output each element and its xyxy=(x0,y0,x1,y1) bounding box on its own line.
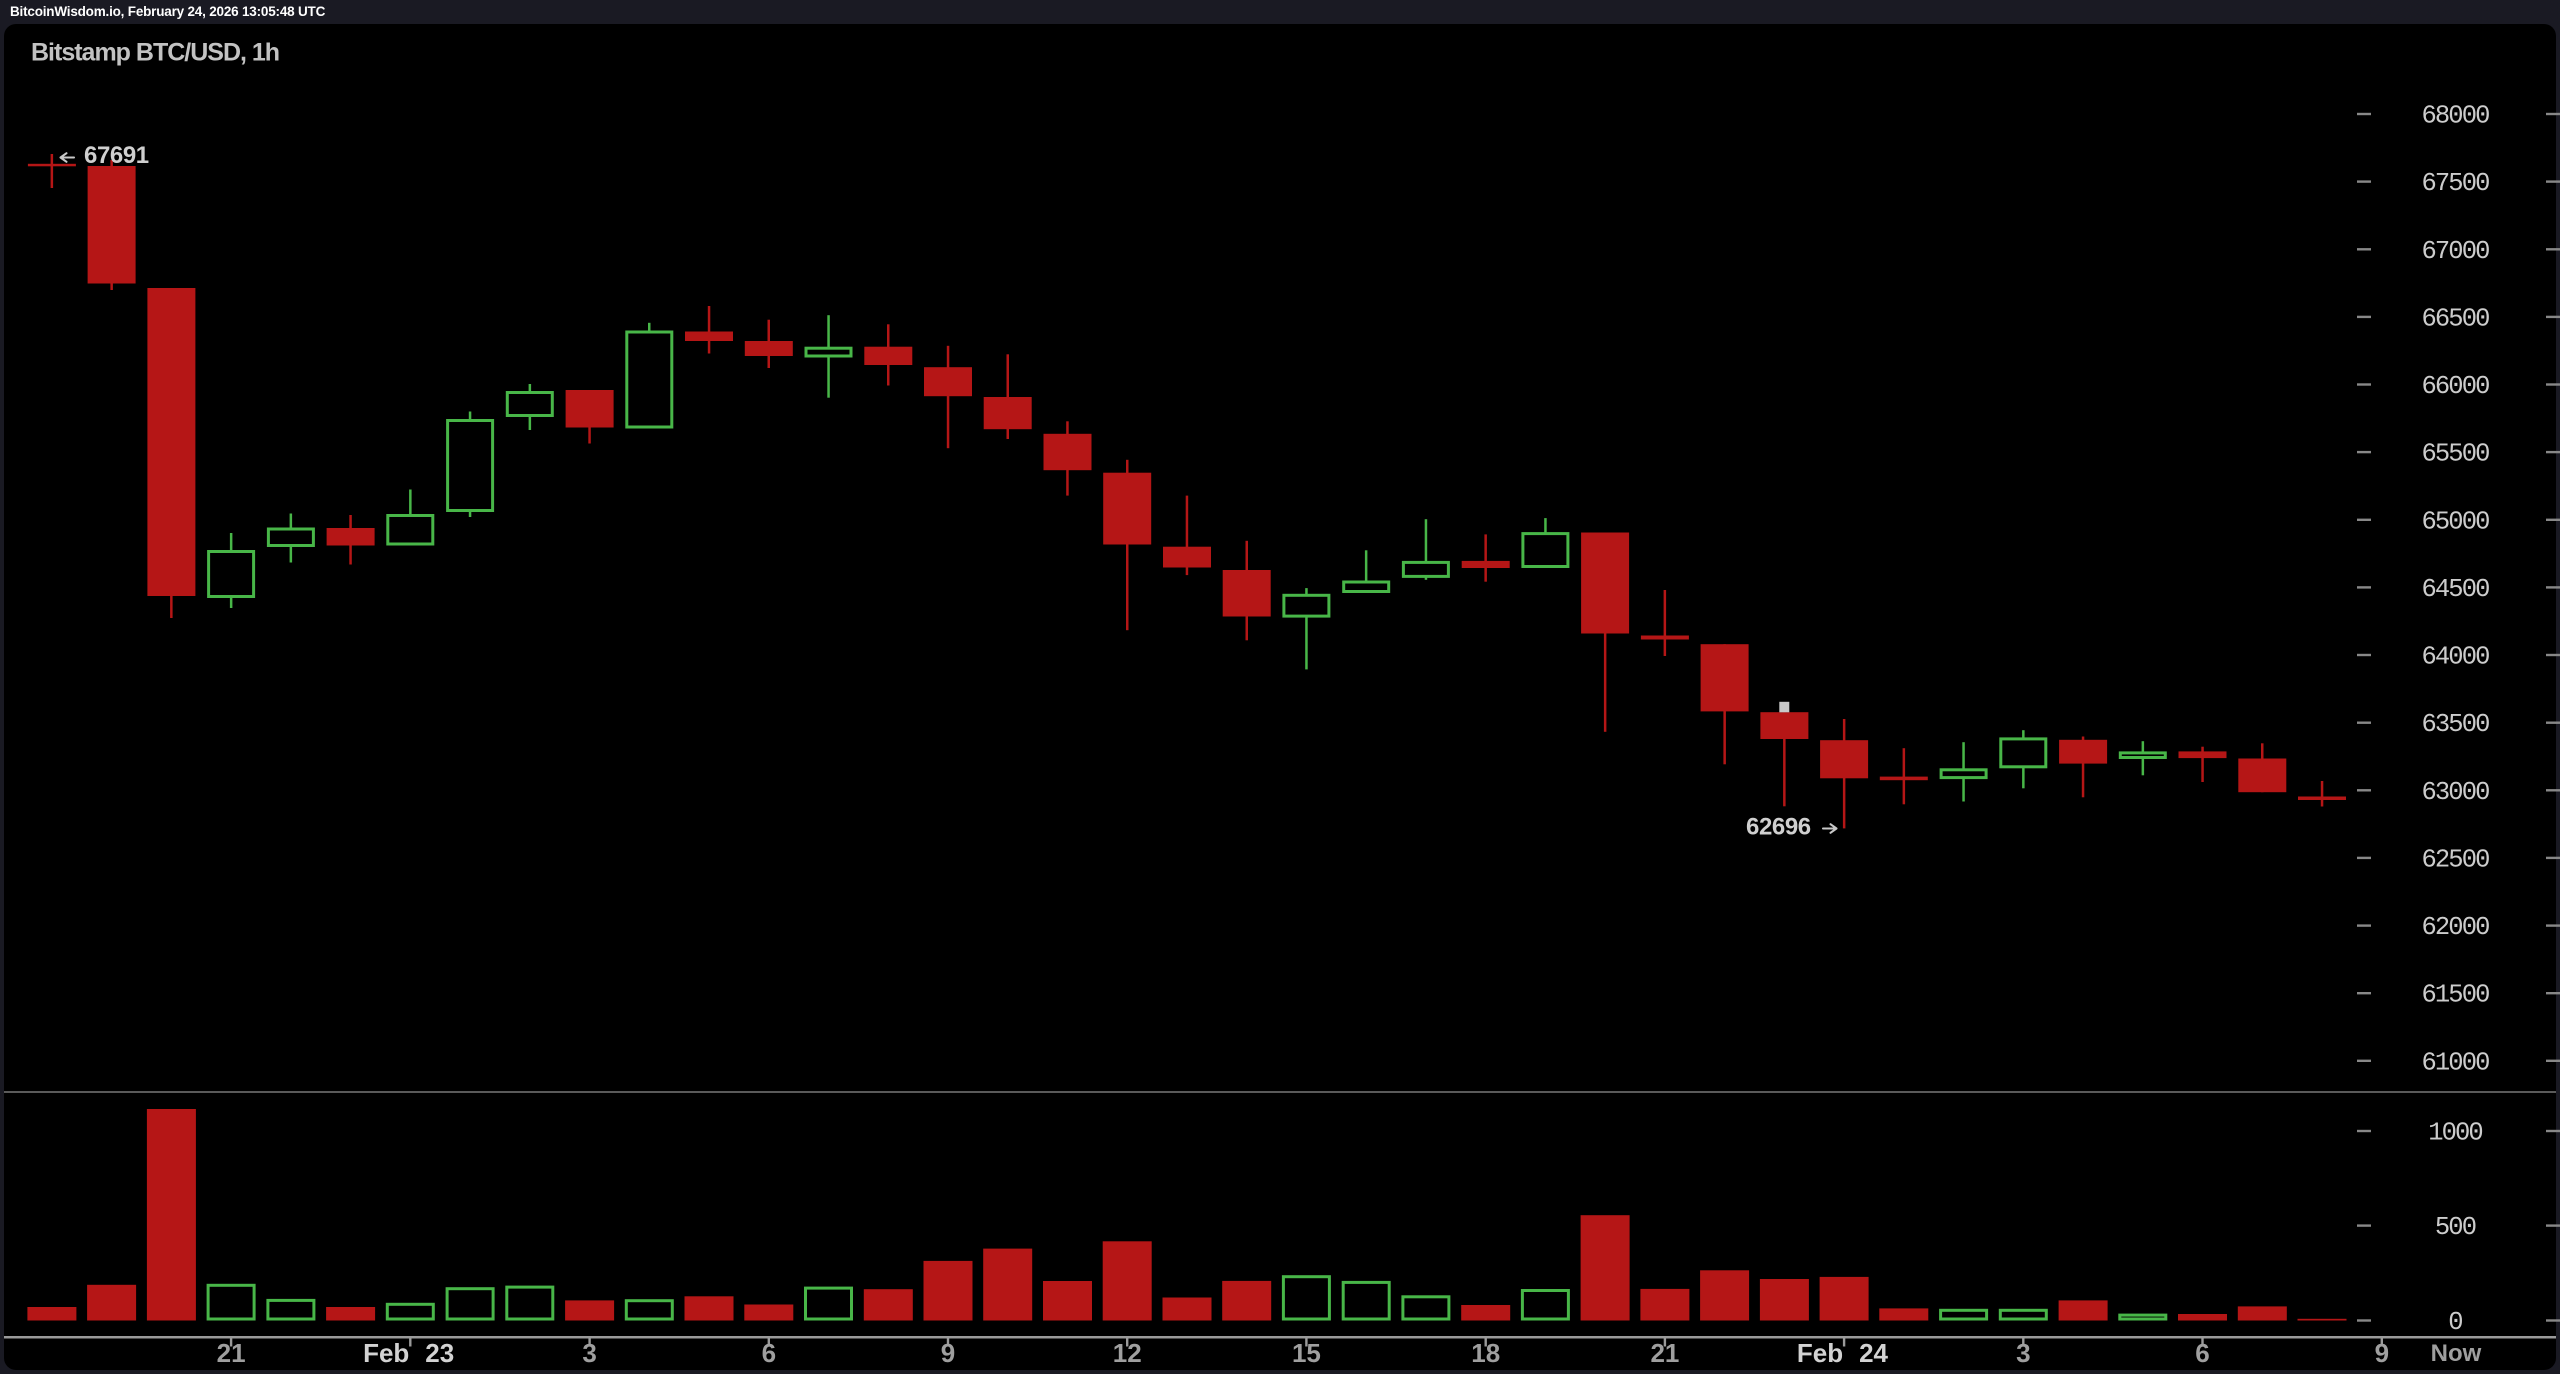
svg-text:6: 6 xyxy=(762,1338,776,1368)
svg-text:66500: 66500 xyxy=(2421,304,2489,333)
svg-text:21: 21 xyxy=(1650,1338,1679,1368)
svg-text:Feb: Feb xyxy=(1797,1338,1843,1368)
svg-text:64500: 64500 xyxy=(2421,575,2489,604)
svg-text:67500: 67500 xyxy=(2421,169,2489,198)
svg-text:62500: 62500 xyxy=(2421,845,2489,874)
svg-text:3: 3 xyxy=(2016,1338,2030,1368)
svg-text:65500: 65500 xyxy=(2421,440,2489,469)
svg-text:6: 6 xyxy=(2195,1338,2209,1368)
svg-text:65000: 65000 xyxy=(2421,507,2489,536)
svg-text:9: 9 xyxy=(2375,1338,2389,1368)
svg-text:0: 0 xyxy=(2448,1308,2462,1337)
svg-text:62696: 62696 xyxy=(1746,813,1811,840)
svg-text:63500: 63500 xyxy=(2421,710,2489,739)
svg-text:3: 3 xyxy=(582,1338,596,1368)
svg-text:Bitstamp BTC/USD, 1h: Bitstamp BTC/USD, 1h xyxy=(31,39,279,67)
svg-text:66000: 66000 xyxy=(2421,372,2489,401)
svg-text:67000: 67000 xyxy=(2421,237,2489,266)
svg-text:18: 18 xyxy=(1471,1338,1500,1368)
svg-text:24: 24 xyxy=(1859,1338,1888,1368)
svg-text:9: 9 xyxy=(941,1338,955,1368)
svg-text:Now: Now xyxy=(2431,1340,2482,1367)
svg-text:12: 12 xyxy=(1113,1338,1142,1368)
svg-text:61000: 61000 xyxy=(2421,1048,2489,1077)
svg-text:1000: 1000 xyxy=(2428,1119,2482,1148)
svg-text:67691: 67691 xyxy=(84,142,149,169)
svg-text:64000: 64000 xyxy=(2421,643,2489,672)
svg-text:21: 21 xyxy=(217,1338,246,1368)
svg-text:63000: 63000 xyxy=(2421,778,2489,807)
svg-text:500: 500 xyxy=(2435,1213,2476,1242)
svg-text:62000: 62000 xyxy=(2421,913,2489,942)
svg-text:15: 15 xyxy=(1292,1338,1321,1368)
svg-text:68000: 68000 xyxy=(2421,102,2489,131)
svg-text:61500: 61500 xyxy=(2421,981,2489,1010)
svg-text:23: 23 xyxy=(425,1338,454,1368)
svg-text:Feb: Feb xyxy=(363,1338,409,1368)
